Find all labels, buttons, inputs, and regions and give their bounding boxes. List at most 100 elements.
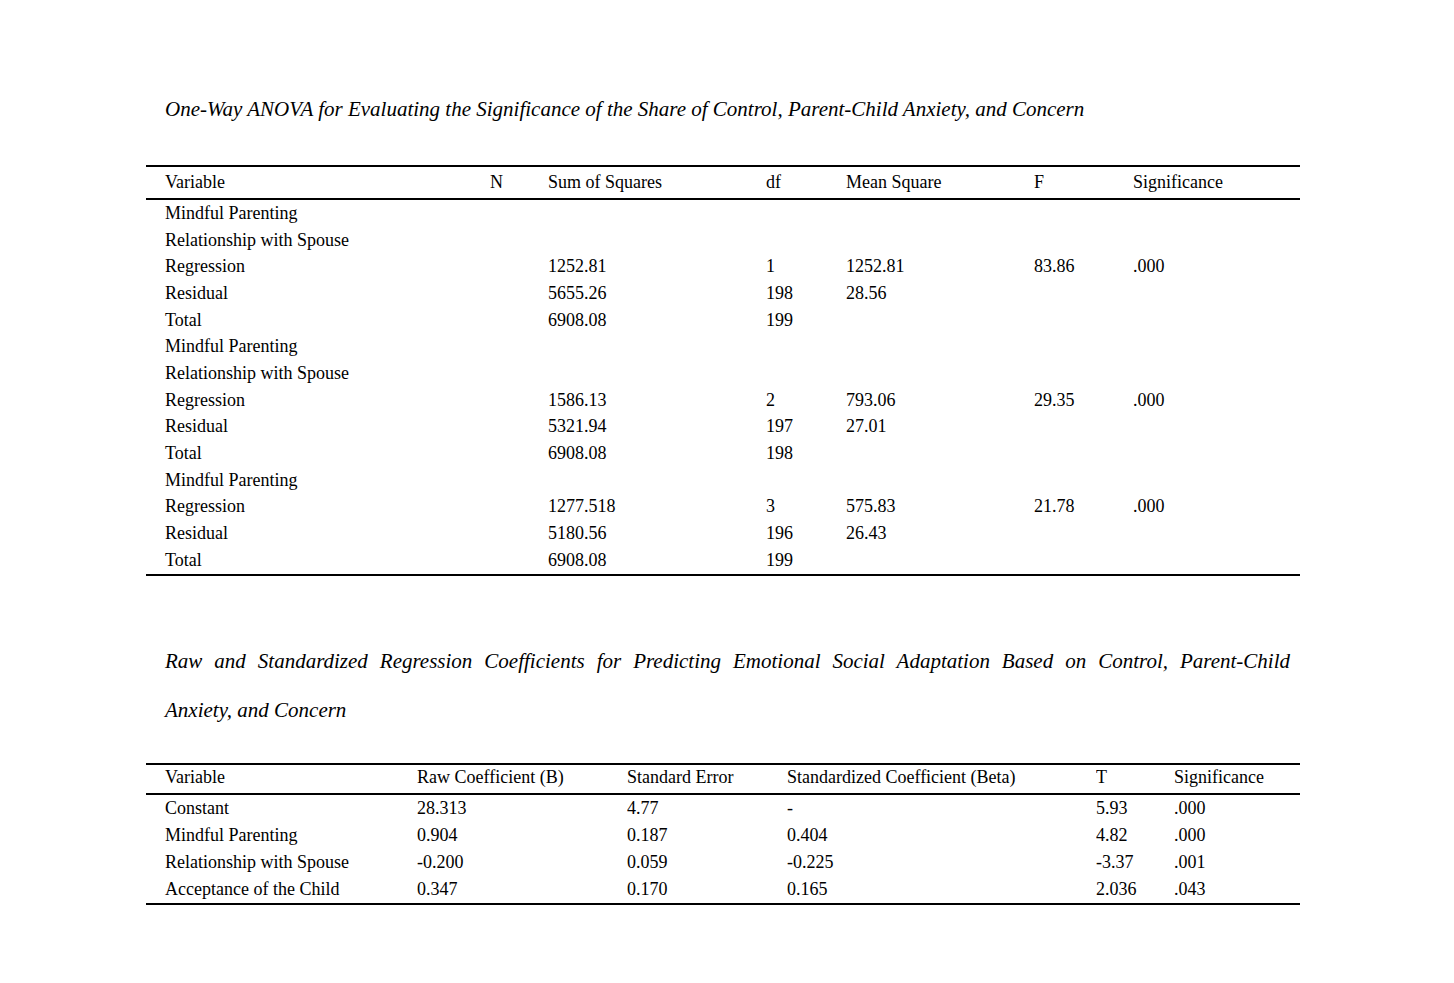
- cell: [490, 227, 548, 254]
- cell: [490, 440, 548, 467]
- column-header: Sum of Squares: [548, 166, 766, 199]
- table-row: Regression 1586.132793.0629.35.000: [146, 387, 1300, 414]
- cell: Regression: [146, 494, 490, 521]
- table-row: Total6908.08198: [146, 440, 1300, 467]
- column-header: Significance: [1133, 166, 1300, 199]
- cell: [1034, 199, 1133, 227]
- cell: [1133, 280, 1300, 307]
- cell: [548, 227, 766, 254]
- cell: [490, 333, 548, 360]
- document-page: One-Way ANOVA for Evaluating the Signifi…: [0, 0, 1454, 983]
- cell: Relationship with Spouse: [146, 849, 417, 876]
- column-header: Raw Coefficient (B): [417, 764, 627, 794]
- cell: Regression: [146, 253, 490, 280]
- cell: .043: [1174, 876, 1300, 904]
- cell: [490, 199, 548, 227]
- cell: [1133, 307, 1300, 334]
- cell: [1133, 520, 1300, 547]
- cell: Mindful Parenting: [146, 822, 417, 849]
- column-header: T: [1096, 764, 1174, 794]
- cell: -3.37: [1096, 849, 1174, 876]
- cell: 28.56: [846, 280, 1034, 307]
- cell: [1034, 440, 1133, 467]
- cell: [1133, 440, 1300, 467]
- cell: .000: [1174, 822, 1300, 849]
- cell: 0.404: [787, 822, 1096, 849]
- cell: Relationship with Spouse: [146, 227, 490, 254]
- header-row: VariableNSum of SquaresdfMean SquareFSig…: [146, 166, 1300, 199]
- cell: [1034, 360, 1133, 387]
- cell: 0.347: [417, 876, 627, 904]
- regression-table: VariableRaw Coefficient (B)Standard Erro…: [146, 763, 1300, 905]
- cell: [490, 547, 548, 575]
- table-row: Residual5180.5619626.43: [146, 520, 1300, 547]
- table-row: Regression1277.5183575.8321.78.000: [146, 494, 1300, 521]
- table-row: Mindful Parenting: [146, 333, 1300, 360]
- cell: [846, 227, 1034, 254]
- cell: .000: [1133, 387, 1300, 414]
- cell: 28.313: [417, 794, 627, 822]
- column-header: Mean Square: [846, 166, 1034, 199]
- cell: 5321.94: [548, 414, 766, 441]
- table-row: Mindful Parenting: [146, 467, 1300, 494]
- cell: Mindful Parenting: [146, 333, 490, 360]
- cell: 6908.08: [548, 307, 766, 334]
- cell: 2.036: [1096, 876, 1174, 904]
- table-row: Acceptance of the Child0.3470.1700.1652.…: [146, 876, 1300, 904]
- cell: [1034, 414, 1133, 441]
- table-row: Total6908.08199: [146, 547, 1300, 575]
- table-row: Relationship with Spouse-0.2000.059-0.22…: [146, 849, 1300, 876]
- cell: [490, 414, 548, 441]
- cell: Constant: [146, 794, 417, 822]
- cell: [1133, 199, 1300, 227]
- cell: [1133, 360, 1300, 387]
- cell: [766, 333, 846, 360]
- cell: Regression: [146, 387, 490, 414]
- cell: [1034, 280, 1133, 307]
- cell: .001: [1174, 849, 1300, 876]
- cell: .000: [1133, 253, 1300, 280]
- cell: [1034, 227, 1133, 254]
- cell: -0.200: [417, 849, 627, 876]
- cell: [1034, 520, 1133, 547]
- cell: [846, 333, 1034, 360]
- cell: Relationship with Spouse: [146, 360, 490, 387]
- cell: 5180.56: [548, 520, 766, 547]
- cell: 1252.81: [846, 253, 1034, 280]
- cell: Total: [146, 440, 490, 467]
- cell: 1277.518: [548, 494, 766, 521]
- cell: [490, 360, 548, 387]
- column-header: N: [490, 166, 548, 199]
- cell: 0.904: [417, 822, 627, 849]
- column-header: Variable: [146, 764, 417, 794]
- cell: 198: [766, 440, 846, 467]
- cell: Residual: [146, 414, 490, 441]
- cell: 2: [766, 387, 846, 414]
- cell: [846, 199, 1034, 227]
- cell: Acceptance of the Child: [146, 876, 417, 904]
- cell: [1034, 467, 1133, 494]
- cell: 29.35: [1034, 387, 1133, 414]
- cell: [548, 360, 766, 387]
- cell: [490, 520, 548, 547]
- cell: [548, 467, 766, 494]
- cell: 1586.13: [548, 387, 766, 414]
- anova-table: VariableNSum of SquaresdfMean SquareFSig…: [146, 165, 1300, 576]
- cell: 199: [766, 307, 846, 334]
- cell: [490, 280, 548, 307]
- cell: 793.06: [846, 387, 1034, 414]
- column-header: Standard Error: [627, 764, 787, 794]
- cell: Residual: [146, 520, 490, 547]
- cell: [1133, 227, 1300, 254]
- cell: 4.82: [1096, 822, 1174, 849]
- cell: [490, 387, 548, 414]
- cell: 1: [766, 253, 846, 280]
- cell: 0.059: [627, 849, 787, 876]
- cell: 199: [766, 547, 846, 575]
- table-row: Relationship with Spouse: [146, 227, 1300, 254]
- cell: .000: [1174, 794, 1300, 822]
- cell: [846, 547, 1034, 575]
- cell: [846, 467, 1034, 494]
- cell: 198: [766, 280, 846, 307]
- cell: [490, 307, 548, 334]
